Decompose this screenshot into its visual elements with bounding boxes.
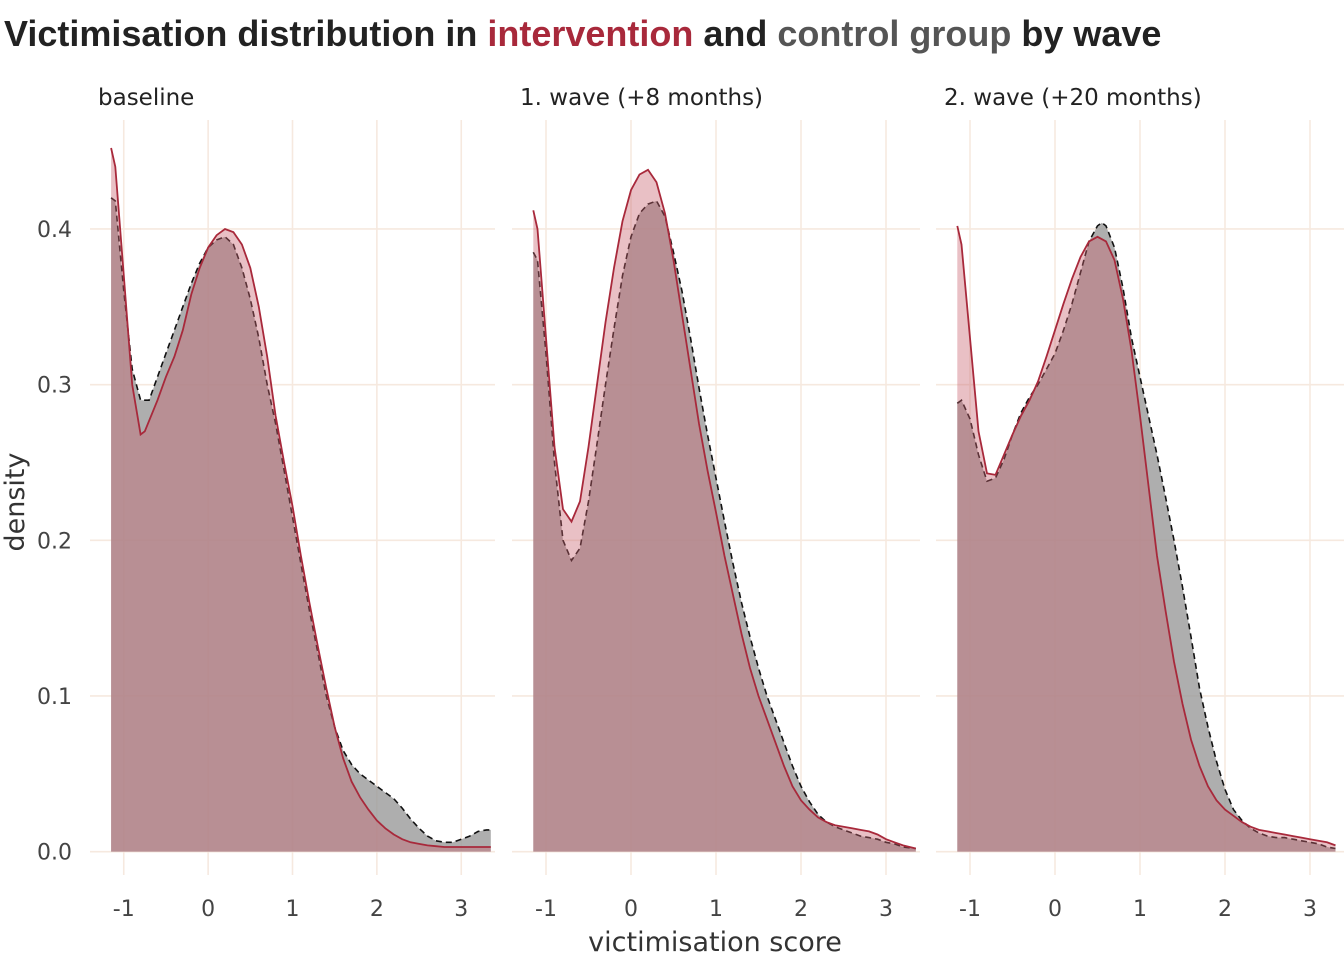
- intervention-density-area: [957, 225, 1336, 852]
- facet-panel: baseline -1 0 1 2 3: [90, 85, 495, 922]
- x-tick-label: 0: [624, 897, 638, 922]
- y-axis-title: density: [0, 452, 31, 551]
- control-density-area: [957, 222, 1336, 852]
- x-tick-label: -1: [959, 897, 981, 922]
- title-part-5: by wave: [1011, 13, 1161, 54]
- y-tick-label: 0.1: [37, 685, 72, 710]
- facet-label: 2. wave (+20 months): [944, 85, 1202, 111]
- x-tick-label: 0: [1048, 897, 1062, 922]
- x-axis-title: victimisation score: [588, 927, 842, 958]
- x-tick-label: 2: [794, 897, 808, 922]
- facet-label: 1. wave (+8 months): [520, 85, 763, 111]
- x-tick-label: 1: [709, 897, 723, 922]
- intervention-density-line: [110, 147, 491, 848]
- x-tick-label: 2: [1218, 897, 1232, 922]
- y-tick-label: 0.2: [37, 529, 72, 554]
- intervention-density-area: [533, 169, 916, 852]
- x-tick-label: 3: [879, 897, 893, 922]
- facet-label: baseline: [98, 85, 194, 111]
- control-density-area: [111, 197, 491, 852]
- x-tick-label: 1: [1133, 897, 1147, 922]
- chart-title: Victimisation distribution in interventi…: [4, 13, 1161, 54]
- control-density-area: [533, 200, 916, 852]
- title-part-1: Victimisation distribution in: [4, 13, 487, 54]
- intervention-density-area: [111, 148, 491, 852]
- y-tick-label: 0.3: [37, 374, 72, 399]
- control-density-line: [532, 199, 916, 850]
- x-tick-label: 2: [370, 897, 384, 922]
- facet-panel: 1. wave (+8 months) -1 0 1 2 3: [512, 85, 920, 922]
- y-axis: 0.0 0.1 0.2 0.3 0.4: [37, 218, 72, 866]
- facet-panel: 2. wave (+20 months) -1 0 1 2 3: [936, 85, 1344, 922]
- x-tick-label: -1: [535, 897, 557, 922]
- x-tick-label: 0: [201, 897, 215, 922]
- title-control-group: control group: [777, 13, 1011, 54]
- x-tick-label: -1: [113, 897, 135, 922]
- facet-panels: baseline-1 0 1 2 31. wave (+8 months)-1 0 1 2 32…: [90, 85, 1344, 922]
- intervention-density-line: [956, 225, 1336, 847]
- title-part-3: and: [693, 13, 777, 54]
- x-tick-label: 3: [1303, 897, 1317, 922]
- title-intervention: intervention: [487, 13, 693, 54]
- control-density-line: [110, 197, 491, 844]
- y-tick-label: 0.4: [37, 218, 72, 243]
- intervention-density-line: [532, 168, 917, 850]
- x-tick-label: 3: [454, 897, 468, 922]
- y-tick-label: 0.0: [37, 841, 72, 866]
- x-tick-label: 1: [286, 897, 300, 922]
